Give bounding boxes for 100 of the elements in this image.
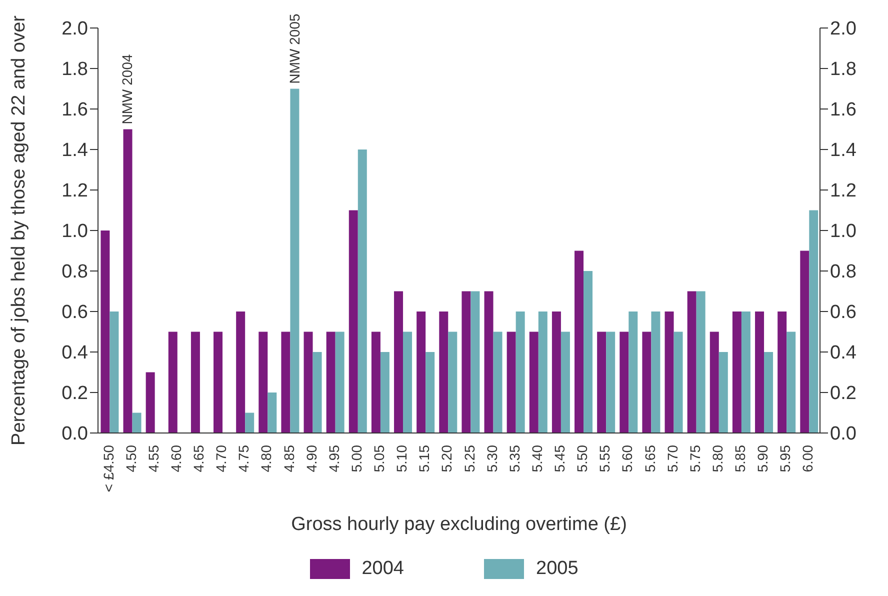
- y-tick-label: 2.0: [62, 18, 88, 40]
- bar: [348, 210, 358, 433]
- bar: [281, 332, 290, 433]
- bar: [100, 230, 110, 433]
- bar: [312, 352, 322, 433]
- bar: [123, 129, 132, 433]
- bar: [606, 332, 616, 433]
- bar: [506, 332, 516, 433]
- bar: [584, 271, 593, 433]
- bar: [190, 332, 200, 433]
- bar: [236, 312, 246, 433]
- bar: [778, 312, 787, 433]
- y2-tick-label: 0.0: [830, 424, 856, 445]
- y-tick-label: 0.0: [62, 424, 88, 445]
- x-tick-label: 5.80: [709, 444, 726, 472]
- bar: [439, 312, 448, 433]
- bar: [786, 332, 796, 433]
- bar: [214, 332, 223, 433]
- legend-label: 2005: [536, 558, 578, 580]
- bar: [597, 332, 606, 433]
- y-axis-title: Percentage of jobs held by those aged 22 and over: [8, 14, 30, 446]
- y2-tick-label: 0.6: [830, 302, 856, 324]
- bar: [448, 332, 458, 433]
- bar: [800, 250, 810, 433]
- x-tick-label: 5.60: [619, 444, 636, 472]
- y2-tick-label: 0.2: [830, 383, 856, 404]
- y2-tick-label: 1.0: [830, 221, 856, 242]
- x-tick-label: 4.90: [303, 444, 320, 472]
- x-tick-label: 6.00: [800, 444, 816, 472]
- bar: [110, 312, 119, 433]
- bar: [620, 332, 629, 433]
- x-tick-label: 5.25: [461, 444, 478, 472]
- y-tick-label: 1.2: [62, 180, 88, 202]
- y2-tick-label: 0.4: [830, 342, 857, 364]
- bar: [380, 352, 390, 433]
- x-tick-label: 4.65: [190, 444, 207, 472]
- bar: [552, 312, 561, 433]
- bar: [809, 210, 818, 433]
- bar: [687, 291, 696, 433]
- x-tick-label: 4.55: [145, 444, 162, 472]
- bar: [628, 312, 638, 433]
- x-tick-label: 5.35: [506, 444, 522, 472]
- bar: [529, 332, 538, 433]
- y2-tick-label: 1.8: [830, 59, 856, 80]
- x-tick-label: < £4.50: [100, 444, 116, 492]
- y-tick-label: 0.8: [62, 262, 88, 283]
- bar: [258, 332, 268, 433]
- bar: [674, 332, 683, 433]
- bar: [484, 291, 494, 433]
- bar: [326, 332, 336, 433]
- x-tick-label: 4.60: [168, 444, 184, 472]
- y-tick-label: 0.6: [62, 302, 88, 324]
- bar: [755, 312, 764, 433]
- x-tick-label: 4.70: [213, 444, 230, 472]
- x-tick-label: 5.10: [394, 444, 410, 472]
- bar: [651, 312, 660, 433]
- x-axis-title: Gross hourly pay excluding overtime (£): [291, 514, 627, 535]
- y2-tick-label: 2.0: [830, 18, 856, 40]
- bar: [718, 352, 728, 433]
- bar: [741, 312, 750, 433]
- bar: [168, 332, 178, 433]
- x-tick-label: 5.45: [552, 444, 568, 472]
- annotation: NMW 2005: [286, 14, 303, 84]
- bar: [560, 332, 570, 433]
- bar: [358, 150, 367, 433]
- x-tick-label: 5.50: [574, 444, 590, 472]
- x-tick-label: 5.65: [642, 444, 658, 472]
- bar: [245, 412, 254, 433]
- y-tick-label: 1.6: [62, 100, 88, 121]
- x-tick-label: 5.70: [664, 444, 680, 472]
- x-tick-label: 5.20: [438, 444, 455, 472]
- legend-label: 2004: [362, 558, 404, 580]
- x-tick-label: 5.75: [686, 444, 703, 472]
- y-tick-label: 1.0: [62, 221, 88, 242]
- bar: [574, 250, 584, 433]
- x-tick-label: 5.00: [348, 444, 364, 472]
- x-tick-label: 4.85: [280, 444, 297, 472]
- y2-tick-label: 1.6: [830, 100, 856, 121]
- x-tick-label: 5.90: [754, 444, 771, 472]
- bar: [304, 332, 313, 433]
- bar: [268, 392, 277, 433]
- bar: [403, 332, 412, 433]
- bar: [470, 291, 480, 433]
- bar: [416, 312, 426, 433]
- bar: [426, 352, 435, 433]
- x-tick-label: 5.05: [371, 444, 388, 472]
- bar: [696, 291, 706, 433]
- y2-tick-label: 1.2: [830, 180, 856, 202]
- bar: [335, 332, 344, 433]
- x-tick-label: 4.80: [258, 444, 274, 472]
- bar: [764, 352, 774, 433]
- y-tick-label: 0.2: [62, 383, 88, 404]
- bar: [732, 312, 742, 433]
- bar: [394, 291, 404, 433]
- bar: [132, 412, 142, 433]
- bar: [146, 372, 155, 433]
- bar: [462, 291, 471, 433]
- y2-tick-label: 1.4: [830, 140, 857, 162]
- x-tick-label: 4.50: [122, 444, 139, 472]
- y2-tick-label: 0.8: [830, 262, 856, 283]
